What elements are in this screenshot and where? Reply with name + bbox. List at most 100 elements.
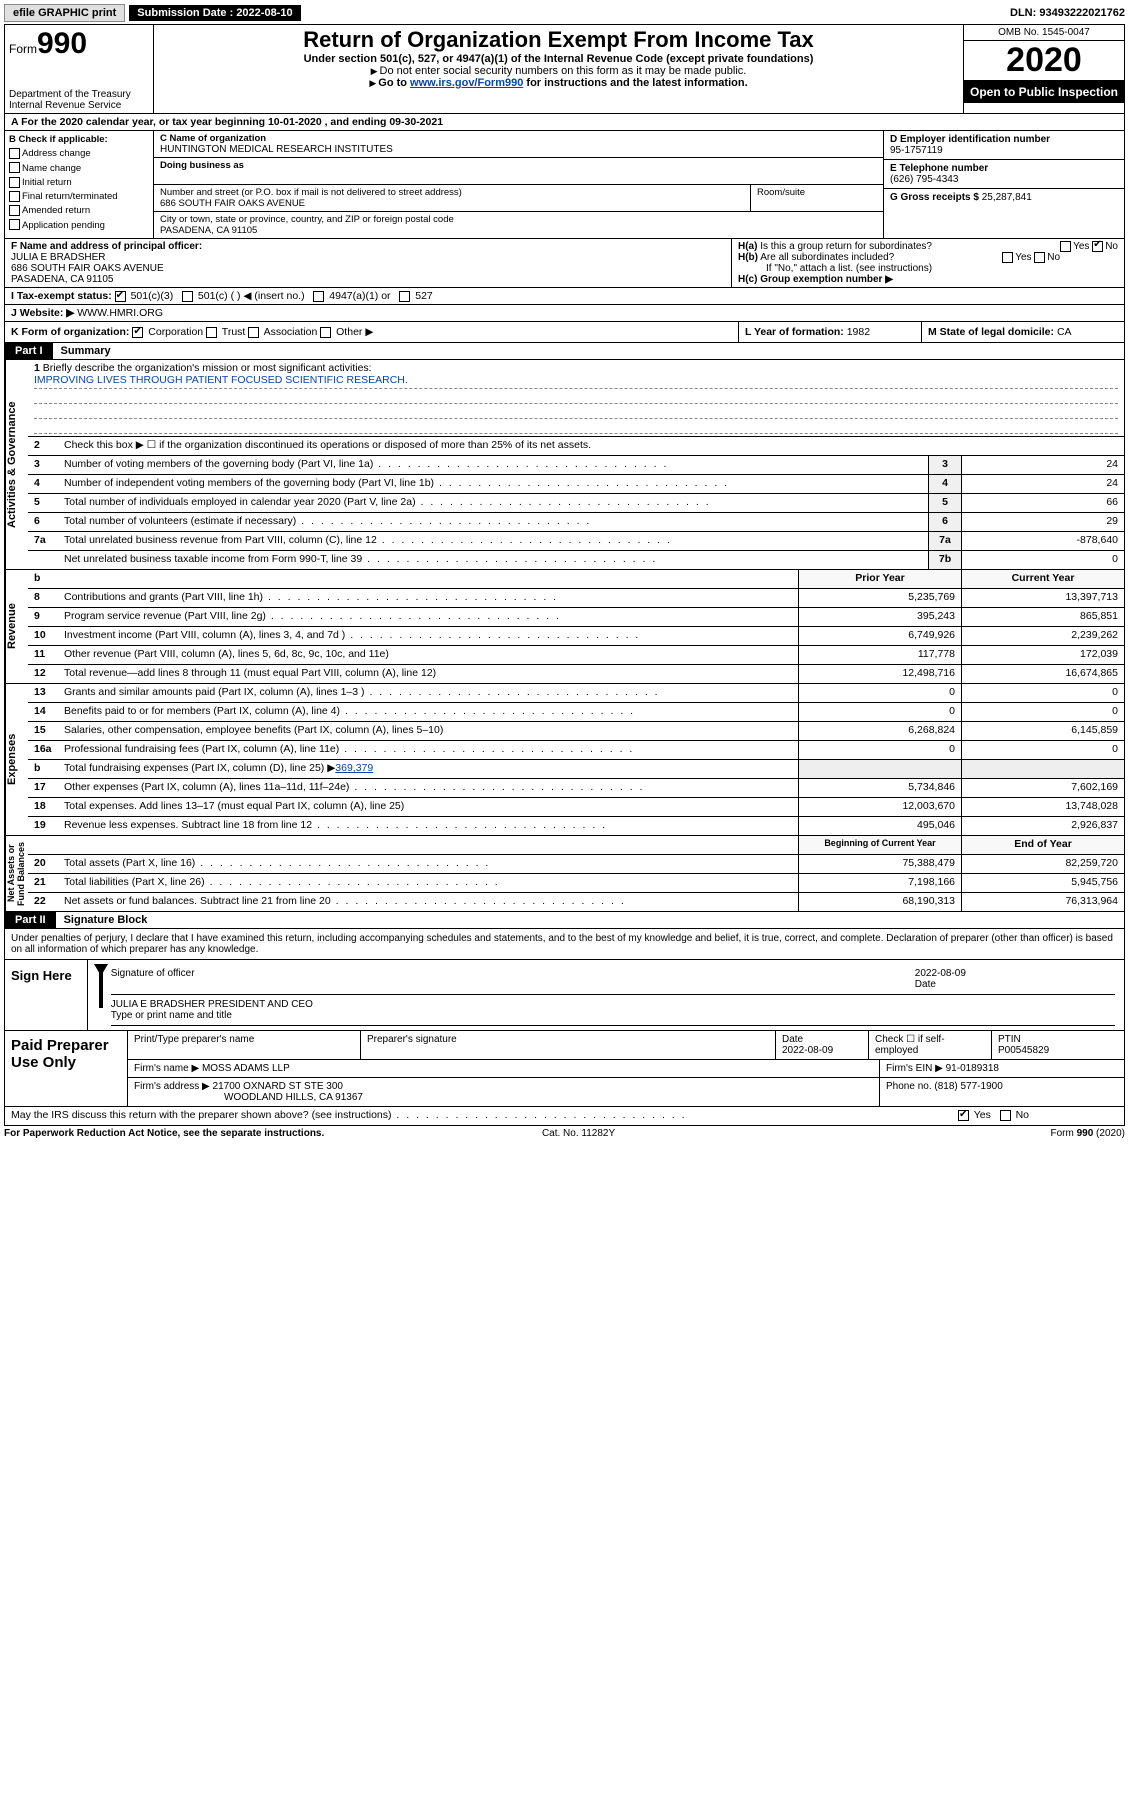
sig-officer-label: Signature of officer xyxy=(111,968,915,990)
section-c-street: Number and street (or P.O. box if mail i… xyxy=(154,185,751,211)
section-b-label: B Check if applicable: xyxy=(9,134,108,145)
line-18: Total expenses. Add lines 13–17 (must eq… xyxy=(60,798,798,816)
line-7a: Total unrelated business revenue from Pa… xyxy=(60,532,928,550)
prep-date: 2022-08-09 xyxy=(782,1045,833,1056)
fundraising-link[interactable]: 369,379 xyxy=(335,762,373,774)
section-c-city: City or town, state or province, country… xyxy=(154,212,883,238)
line-6: Total number of volunteers (estimate if … xyxy=(60,513,928,531)
section-l: L Year of formation: 1982 xyxy=(738,322,921,342)
section-b: B Check if applicable: Address change Na… xyxy=(5,131,154,238)
cb-501c[interactable] xyxy=(182,291,193,302)
cb-initial-return[interactable]: Initial return xyxy=(9,176,149,190)
footer-right: Form 990 (2020) xyxy=(1050,1128,1124,1139)
prep-sig-label: Preparer's signature xyxy=(367,1034,457,1045)
triangle-icon xyxy=(371,65,380,77)
part-1-header: Part I Summary xyxy=(5,343,1124,360)
cb-amended-return[interactable]: Amended return xyxy=(9,204,149,218)
note-ssn: Do not enter social security numbers on … xyxy=(380,65,747,77)
submission-date: Submission Date : 2022-08-10 xyxy=(129,5,300,21)
hdr-prior-year: Prior Year xyxy=(798,570,961,588)
section-c-room: Room/suite xyxy=(751,185,883,211)
omb-number: OMB No. 1545-0047 xyxy=(964,25,1124,41)
open-inspection: Open to Public Inspection xyxy=(964,81,1124,103)
form-990: 990 xyxy=(37,27,87,60)
hdr-end-year: End of Year xyxy=(961,836,1124,854)
cb-4947[interactable] xyxy=(313,291,324,302)
discuss-question: May the IRS discuss this return with the… xyxy=(5,1107,952,1125)
form-header: Form990 Department of the Treasury Inter… xyxy=(5,25,1124,114)
vside-activities: Activities & Governance xyxy=(5,360,28,569)
phone: (626) 795-4343 xyxy=(890,174,958,185)
ein: 95-1757119 xyxy=(890,145,943,156)
form-title: Return of Organization Exempt From Incom… xyxy=(160,27,957,53)
irs-link[interactable]: www.irs.gov/Form990 xyxy=(410,77,523,89)
firm-ein: 91-0189318 xyxy=(946,1063,999,1074)
line-19: Revenue less expenses. Subtract line 18 … xyxy=(60,817,798,835)
perjury-statement: Under penalties of perjury, I declare th… xyxy=(5,929,1124,960)
cat-no: Cat. No. 11282Y xyxy=(542,1128,615,1139)
vside-net-assets: Net Assets or Fund Balances xyxy=(5,836,28,911)
line-9: Program service revenue (Part VIII, line… xyxy=(60,608,798,626)
section-m: M State of legal domicile: CA xyxy=(921,322,1124,342)
form-number: Form990 xyxy=(9,27,149,61)
line-22: Net assets or fund balances. Subtract li… xyxy=(60,893,798,911)
sig-date: 2022-08-09 xyxy=(915,968,966,979)
website: WWW.HMRI.ORG xyxy=(77,307,163,319)
cb-name-change[interactable]: Name change xyxy=(9,162,149,176)
footer-left: For Paperwork Reduction Act Notice, see … xyxy=(4,1128,324,1139)
gross-receipts: 25,287,841 xyxy=(982,192,1032,203)
cb-other[interactable] xyxy=(320,327,331,338)
org-street: 686 SOUTH FAIR OAKS AVENUE xyxy=(160,198,305,209)
line-3: Number of voting members of the governin… xyxy=(60,456,928,474)
line-5: Total number of individuals employed in … xyxy=(60,494,928,512)
vside-expenses: Expenses xyxy=(5,684,28,835)
section-e: E Telephone number(626) 795-4343 xyxy=(884,160,1124,189)
goto-suffix: for instructions and the latest informat… xyxy=(523,77,747,89)
org-name: HUNTINGTON MEDICAL RESEARCH INSTITUTES xyxy=(160,144,393,155)
section-i: I Tax-exempt status: 501(c)(3) 501(c) ( … xyxy=(5,288,1124,305)
line-7b: Net unrelated business taxable income fr… xyxy=(60,551,928,569)
form-prefix: Form xyxy=(9,42,37,56)
officer-print-name: JULIA E BRADSHER PRESIDENT AND CEO xyxy=(111,999,313,1010)
cb-address-change[interactable]: Address change xyxy=(9,147,149,161)
line-4: Number of independent voting members of … xyxy=(60,475,928,493)
firm-addr1: 21700 OXNARD ST STE 300 xyxy=(213,1081,343,1092)
hdr-begin-year: Beginning of Current Year xyxy=(798,836,961,854)
cb-application-pending[interactable]: Application pending xyxy=(9,219,149,233)
line-8: Contributions and grants (Part VIII, lin… xyxy=(60,589,798,607)
org-city: PASADENA, CA 91105 xyxy=(160,225,257,236)
row-a-tax-year: A For the 2020 calendar year, or tax yea… xyxy=(5,114,1124,131)
section-h: H(a) Is this a group return for subordin… xyxy=(731,239,1124,287)
part-2-header: Part II Signature Block xyxy=(5,912,1124,929)
efile-button[interactable]: efile GRAPHIC print xyxy=(4,4,125,22)
hdr-current-year: Current Year xyxy=(961,570,1124,588)
arrow-icon xyxy=(94,964,108,1008)
cb-527[interactable] xyxy=(399,291,410,302)
officer-name: JULIA E BRADSHER xyxy=(11,252,105,263)
prep-name-label: Print/Type preparer's name xyxy=(134,1034,254,1045)
cb-trust[interactable] xyxy=(206,327,217,338)
line-20: Total assets (Part X, line 16) xyxy=(60,855,798,873)
paid-preparer-block: Paid Preparer Use Only Print/Type prepar… xyxy=(5,1031,1124,1107)
dept-treasury: Department of the Treasury Internal Reve… xyxy=(9,89,149,111)
cb-assoc[interactable] xyxy=(248,327,259,338)
section-g: G Gross receipts $ 25,287,841 xyxy=(884,189,1124,206)
cb-self-employed[interactable]: Check ☐ if self-employed xyxy=(869,1031,992,1059)
line-16a: Professional fundraising fees (Part IX, … xyxy=(60,741,798,759)
section-k: K Form of organization: Corporation Trus… xyxy=(5,322,738,342)
section-c-name: C Name of organization HUNTINGTON MEDICA… xyxy=(154,131,883,158)
line-2: Check this box ▶ ☐ if the organization d… xyxy=(60,437,1124,455)
cb-final-return[interactable]: Final return/terminated xyxy=(9,190,149,204)
dln: DLN: 93493222021762 xyxy=(1010,7,1125,19)
cb-501c3[interactable] xyxy=(115,291,126,302)
cb-corp[interactable] xyxy=(132,327,143,338)
line-1: 1 Briefly describe the organization's mi… xyxy=(28,360,1124,437)
line-12: Total revenue—add lines 8 through 11 (mu… xyxy=(60,665,798,683)
form-subtitle: Under section 501(c), 527, or 4947(a)(1)… xyxy=(160,53,957,65)
line-16b: Total fundraising expenses (Part IX, col… xyxy=(60,760,798,778)
section-d: D Employer identification number95-17571… xyxy=(884,131,1124,160)
cb-discuss-yes[interactable] xyxy=(958,1110,969,1121)
section-j: J Website: ▶ WWW.HMRI.ORG xyxy=(5,305,1124,322)
cb-discuss-no[interactable] xyxy=(1000,1110,1011,1121)
line-14: Benefits paid to or for members (Part IX… xyxy=(60,703,798,721)
